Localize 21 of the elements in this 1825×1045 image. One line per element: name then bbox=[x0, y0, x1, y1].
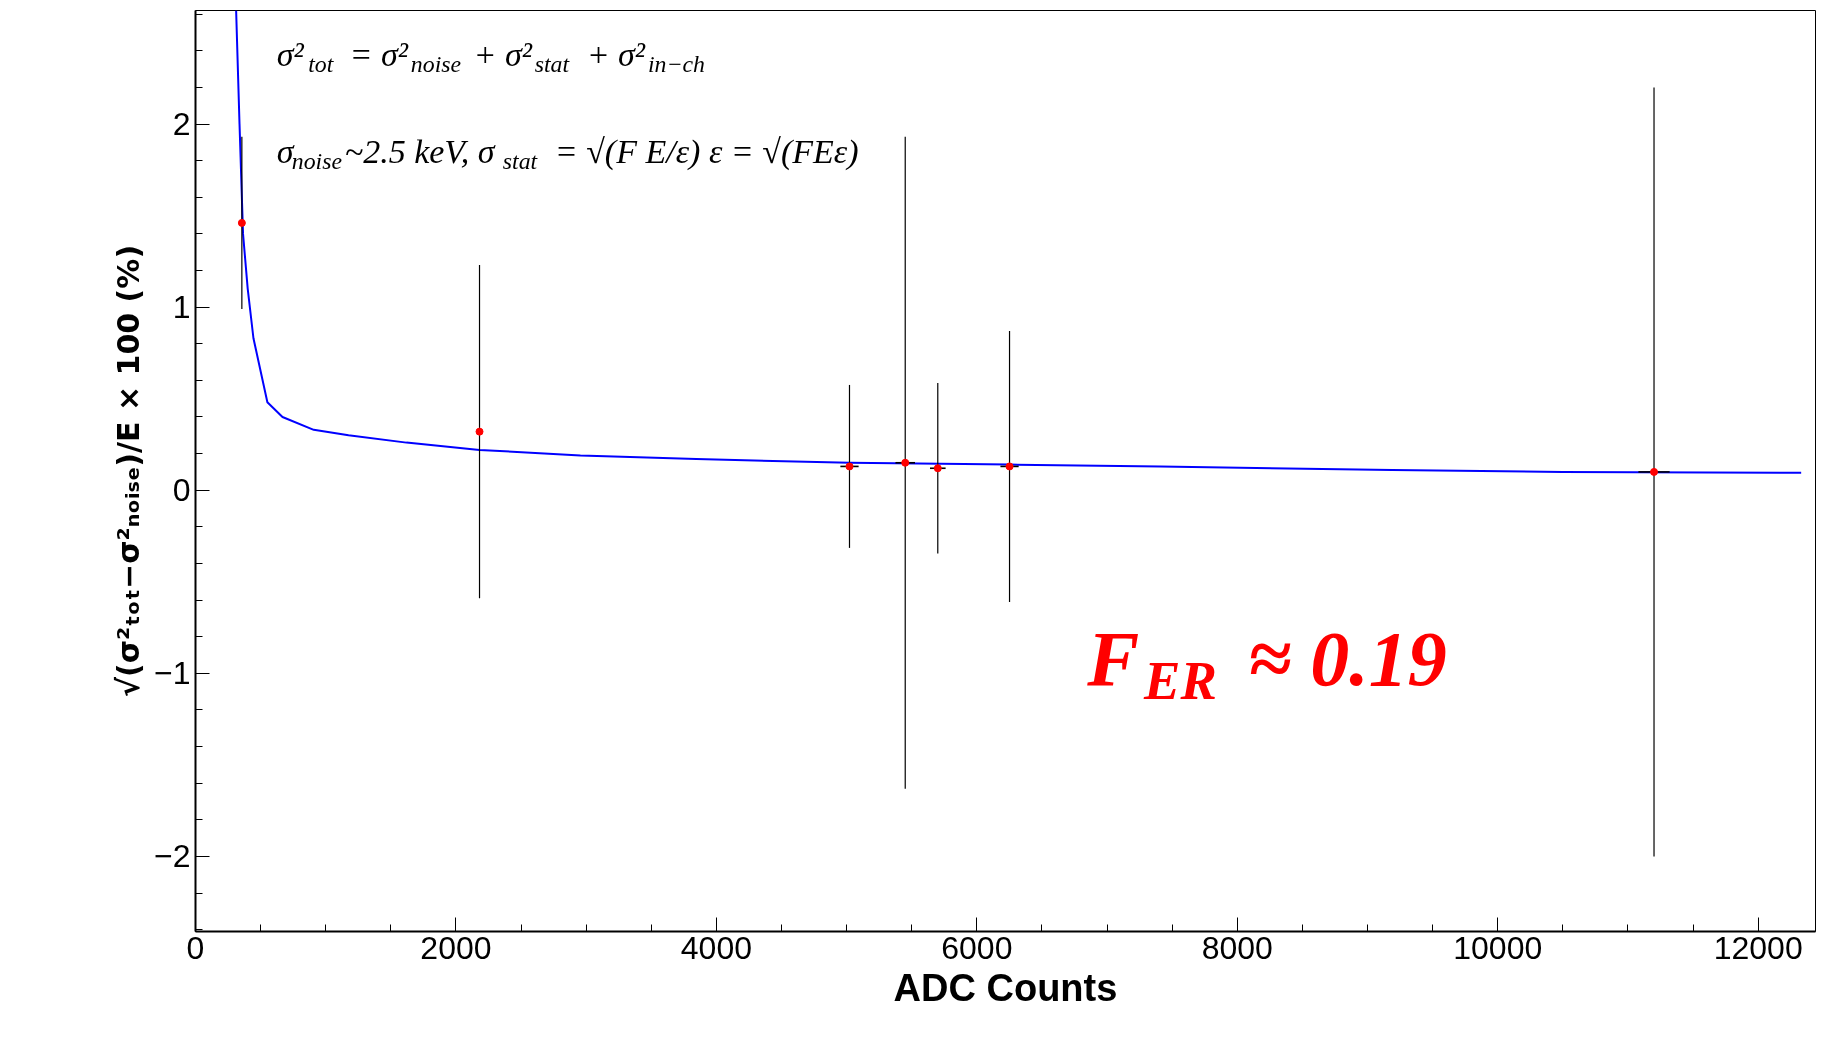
x-tick-label: 10000 bbox=[1453, 929, 1543, 966]
point bbox=[475, 427, 484, 436]
y-axis-title: √(σ²ₜₒₜ−σ²ₙₒᵢₛₑ)/E × 100 (%) bbox=[111, 244, 147, 698]
y-tick-label: 1 bbox=[172, 289, 191, 326]
y-tick-label: −2 bbox=[154, 838, 191, 875]
point bbox=[845, 462, 854, 471]
point bbox=[1005, 462, 1014, 471]
x-tick-label: 12000 bbox=[1713, 929, 1803, 966]
point bbox=[1650, 467, 1659, 476]
x-tick-label: 2000 bbox=[420, 929, 492, 966]
y-tick-label: 2 bbox=[172, 106, 191, 143]
x-tick-label: 6000 bbox=[941, 929, 1013, 966]
x-tick-label: 4000 bbox=[680, 929, 752, 966]
y-tick-label: −1 bbox=[154, 655, 191, 692]
point bbox=[237, 218, 246, 227]
x-tick-label: 8000 bbox=[1201, 929, 1273, 966]
line-series bbox=[235, 10, 1803, 474]
x-axis-title: ADC Counts bbox=[893, 966, 1118, 1009]
point bbox=[933, 464, 942, 473]
y-tick-label: 0 bbox=[172, 472, 191, 509]
point bbox=[901, 458, 910, 467]
